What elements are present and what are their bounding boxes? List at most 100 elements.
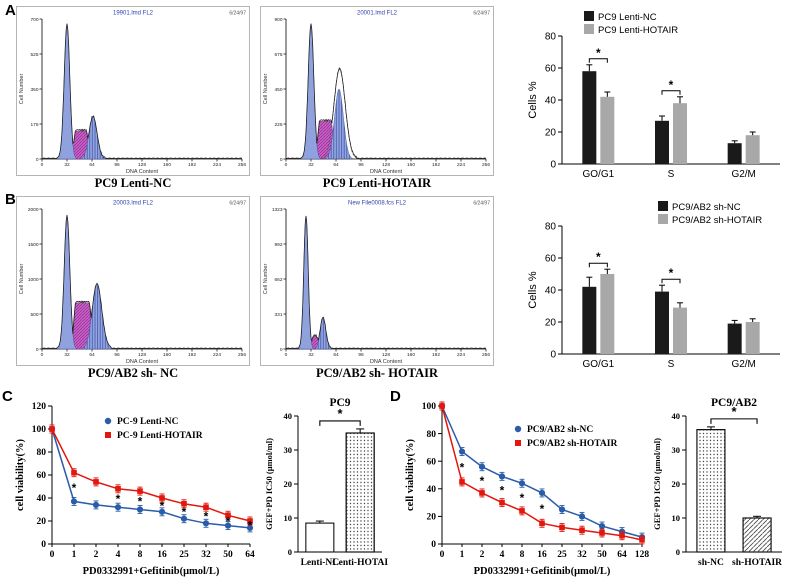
- flow-caption-pc9-lenti-nc: PC9 Lenti-NC: [94, 176, 172, 190]
- svg-text:*: *: [248, 518, 253, 532]
- svg-text:192: 192: [188, 162, 196, 168]
- svg-text:GEF+PD IC50 (μmol/ml): GEF+PD IC50 (μmol/ml): [264, 438, 274, 530]
- svg-text:40: 40: [672, 411, 681, 421]
- svg-text:GO/G1: GO/G1: [582, 169, 614, 180]
- flow-caption-pc9-lenti-hotair: PC9 Lenti-HOTAIR: [322, 176, 432, 190]
- svg-text:100: 100: [32, 425, 47, 435]
- svg-text:*: *: [138, 494, 143, 508]
- svg-text:*: *: [72, 481, 77, 495]
- svg-text:sh-NC: sh-NC: [698, 558, 724, 568]
- svg-text:25: 25: [179, 550, 189, 560]
- svg-text:40: 40: [545, 286, 557, 297]
- svg-text:1500: 1500: [28, 242, 39, 248]
- svg-text:6/24/97: 6/24/97: [473, 201, 490, 207]
- svg-text:10: 10: [284, 513, 293, 523]
- svg-text:0: 0: [41, 162, 44, 168]
- svg-text:96: 96: [114, 162, 120, 168]
- svg-text:80: 80: [37, 448, 47, 458]
- svg-text:350: 350: [30, 87, 38, 93]
- svg-text:224: 224: [457, 352, 465, 358]
- svg-text:2000: 2000: [28, 207, 39, 213]
- svg-text:128: 128: [382, 162, 390, 168]
- svg-text:128: 128: [382, 352, 390, 358]
- svg-text:GO/G1: GO/G1: [582, 359, 614, 370]
- cell-cycle-bar-chart-pc9: 0 20 40 60 80 Cells % GO/G1 S G2/M * * PC9 Lenti-NC…: [527, 11, 780, 180]
- svg-text:80: 80: [545, 32, 557, 43]
- svg-text:*: *: [520, 491, 525, 505]
- svg-text:160: 160: [407, 162, 415, 168]
- svg-text:256: 256: [238, 352, 246, 358]
- svg-text:PC9: PC9: [329, 397, 350, 409]
- viability-line-chart-pc9: 0 20 40 60 80 100 120 0 1 2 4 8 16 25 32 50 64 PD0332991+…: [15, 402, 255, 577]
- svg-text:*: *: [160, 499, 165, 513]
- svg-text:0: 0: [285, 162, 288, 168]
- svg-text:PC9 Lenti-HOTAIR: PC9 Lenti-HOTAIR: [598, 25, 678, 36]
- svg-text:cell viability(%): cell viability(%): [15, 438, 26, 511]
- svg-text:PC9/AB2: PC9/AB2: [711, 397, 757, 409]
- svg-text:PC9/AB2 sh-HOTAIR: PC9/AB2 sh-HOTAIR: [527, 439, 617, 449]
- svg-text:8: 8: [520, 550, 525, 560]
- svg-text:6/24/97: 6/24/97: [229, 201, 246, 207]
- svg-text:32: 32: [201, 550, 211, 560]
- svg-text:0: 0: [280, 347, 283, 353]
- svg-text:1323: 1323: [272, 207, 283, 213]
- svg-text:20: 20: [427, 513, 437, 523]
- svg-text:60: 60: [545, 64, 557, 75]
- svg-text:0: 0: [288, 547, 292, 557]
- svg-text:16: 16: [157, 550, 167, 560]
- svg-text:128: 128: [635, 550, 650, 560]
- svg-text:1: 1: [72, 550, 77, 560]
- svg-text:0: 0: [36, 347, 39, 353]
- svg-text:PC9/AB2 sh-NC: PC9/AB2 sh-NC: [672, 202, 741, 213]
- svg-text:64: 64: [333, 162, 339, 168]
- svg-text:10: 10: [672, 513, 681, 523]
- svg-text:4: 4: [500, 550, 505, 560]
- svg-text:20: 20: [284, 479, 293, 489]
- svg-text:0: 0: [36, 157, 39, 163]
- svg-text:40: 40: [545, 96, 557, 107]
- svg-text:64: 64: [245, 550, 255, 560]
- svg-text:525: 525: [30, 52, 38, 58]
- svg-text:*: *: [596, 46, 601, 60]
- svg-text:DNA Content: DNA Content: [370, 169, 403, 175]
- svg-text:16: 16: [537, 550, 547, 560]
- svg-text:64: 64: [89, 352, 95, 358]
- svg-text:32: 32: [308, 352, 314, 358]
- svg-text:40: 40: [37, 494, 47, 504]
- svg-text:2: 2: [94, 550, 99, 560]
- svg-text:32: 32: [577, 550, 587, 560]
- svg-text:120: 120: [32, 402, 47, 412]
- svg-text:224: 224: [213, 352, 221, 358]
- svg-text:G2/M: G2/M: [731, 359, 755, 370]
- svg-text:*: *: [540, 502, 545, 516]
- svg-text:20: 20: [37, 517, 47, 527]
- svg-text:225: 225: [274, 122, 282, 128]
- svg-text:0: 0: [41, 540, 46, 550]
- svg-text:64: 64: [333, 352, 339, 358]
- svg-text:1: 1: [460, 550, 465, 560]
- svg-text:192: 192: [432, 162, 440, 168]
- svg-text:0: 0: [550, 350, 556, 361]
- svg-text:20003.lmd FL2: 20003.lmd FL2: [113, 201, 154, 207]
- panel-label-d: D: [390, 388, 401, 405]
- svg-text:cell viability(%): cell viability(%): [405, 438, 416, 511]
- svg-text:60: 60: [427, 457, 437, 467]
- svg-text:256: 256: [482, 352, 490, 358]
- svg-text:675: 675: [274, 52, 282, 58]
- svg-text:*: *: [669, 78, 674, 92]
- cell-cycle-bar-chart-pc9ab2: 0 20 40 60 80 Cells % GO/G1 S G2/M * * PC9/AB2 sh-N…: [527, 201, 780, 370]
- ic50-bar-chart-pc9: PC9 0 10 20 30 40 GEF+PD IC50 (μmol/ml) Lenti-N…: [264, 397, 388, 568]
- svg-text:0: 0: [41, 352, 44, 358]
- svg-text:*: *: [204, 509, 209, 523]
- svg-text:992: 992: [274, 242, 282, 248]
- svg-text:50: 50: [597, 550, 607, 560]
- panel-label-b: B: [5, 191, 16, 208]
- svg-text:450: 450: [274, 87, 282, 93]
- svg-text:*: *: [480, 474, 485, 488]
- svg-text:Cell Number: Cell Number: [263, 264, 269, 295]
- svg-text:20: 20: [545, 318, 557, 329]
- svg-text:PC-9 Lenti-HOTAIR: PC-9 Lenti-HOTAIR: [117, 431, 203, 441]
- svg-text:Cells %: Cells %: [527, 271, 539, 309]
- svg-text:Cells %: Cells %: [527, 81, 539, 119]
- svg-text:224: 224: [213, 162, 221, 168]
